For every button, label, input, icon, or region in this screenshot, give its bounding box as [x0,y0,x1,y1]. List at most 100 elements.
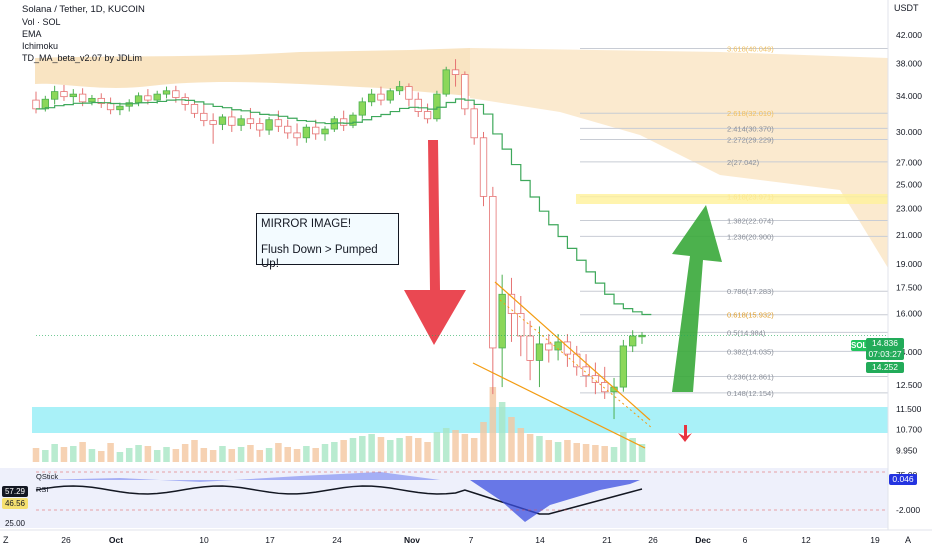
volume-bar [247,445,254,462]
candle-body [545,343,553,351]
volume-bar [610,447,618,462]
volume-bar [88,449,96,462]
price-tick-label: 19.000 [896,259,922,269]
candle-body [312,126,320,135]
rsi-label: RSI [36,485,49,494]
price-tick-label: 17.500 [896,283,922,293]
volume-bar [237,447,245,462]
volume-bar [219,446,226,462]
volume-bar [582,444,590,462]
volume-bar [387,440,394,462]
candle-body [517,313,525,337]
legend-ichimoku[interactable]: Ichimoku [22,41,59,51]
candle-body [60,91,68,98]
candle-body [162,90,171,95]
fib-label: 3.618(40.049) [727,45,774,54]
volume-bar [564,440,571,462]
wedge-mid-line [499,299,653,429]
volume-bar [498,402,506,462]
legend-ema[interactable]: EMA [22,29,42,39]
volume-bar [265,448,273,462]
timezone-button[interactable]: Z [3,535,9,545]
volume-bar [153,450,161,462]
candle-body [601,382,609,393]
candle-body [190,104,199,114]
candle-body [461,74,469,110]
price-tick-label: 14.000 [896,347,922,357]
volume-bar [536,436,543,462]
candle-body [563,341,572,355]
volume-bar [470,438,478,462]
volume-bar [405,436,413,462]
down-arrow [404,140,466,345]
candle-body [479,137,488,197]
fib-label: 0.148(12.154) [727,389,774,398]
candle-body [395,86,404,92]
candle-body [106,103,115,111]
small-down-arrow [678,425,692,442]
candle-body [451,69,460,75]
rsi-value-badge: 57.29 [2,486,28,497]
fib-label: 0.236(12.861) [727,373,774,382]
candle-body [69,93,77,98]
volume-bar [209,450,217,462]
candle-body [610,386,618,393]
candle-body [582,366,590,377]
callout-line-1: MIRROR IMAGE! [261,218,352,230]
annotation-callout[interactable]: MIRROR IMAGE! Flush Down > Pumped Up! [256,213,399,270]
candle-body [433,93,441,120]
candle-body [489,195,497,349]
volume-bar [554,442,562,462]
wedge-lower-line [472,362,646,449]
legend-volume[interactable]: Vol · SOL [22,17,61,27]
volume-bar [592,445,599,462]
price-tick-label: 25.000 [896,180,922,190]
volume-bar [461,434,469,462]
candle-body [218,116,227,125]
volume-bar [368,434,375,462]
volume-bar [424,442,431,462]
date-tick-label: 26 [648,535,658,545]
candle-body [302,126,311,139]
candle-body [237,118,245,126]
auto-scale-button[interactable]: A [905,535,912,545]
candle-body [134,95,143,104]
rsi-low-tick: 25.00 [4,519,26,528]
volume-bar [256,450,264,462]
volume-bar [293,449,301,462]
indicator-pane [0,468,888,528]
fib-highlight [576,193,888,204]
volume-bar [414,438,422,462]
price-tick-label: 27.000 [896,157,922,167]
volume-bar [144,446,152,462]
volume-bar [321,444,329,462]
candle-body [526,335,534,361]
candle-body [293,132,301,139]
date-tick-label: 14 [535,535,545,545]
candle-body [339,118,348,126]
qstick-area [440,480,640,522]
up-arrow [672,205,722,392]
date-tick-label: 21 [602,535,612,545]
volume-bar [442,428,450,462]
price-tick-label: 21.000 [896,230,922,240]
date-tick-label: 7 [469,535,474,545]
volume-bar [228,449,236,462]
volume-bar [97,451,105,462]
date-tick-label: 6 [743,535,748,545]
candle-body [181,97,189,105]
candle-body [50,91,59,100]
candle-body [172,90,180,98]
volume-bar [573,443,581,462]
volume-bar [629,438,636,462]
candle-body [246,118,255,124]
volume-bar [377,437,385,462]
fib-label: 2.414(30.370) [727,124,774,133]
date-tick-label: 17 [265,535,275,545]
rsi-line [35,485,643,515]
fib-label: 2.618(32.010) [727,109,774,118]
volume-bar [191,440,198,462]
price-tick-label: 9.950 [896,446,918,456]
legend-td-ma[interactable]: TD_MA_beta_v2.07 by JDLim [22,53,143,63]
